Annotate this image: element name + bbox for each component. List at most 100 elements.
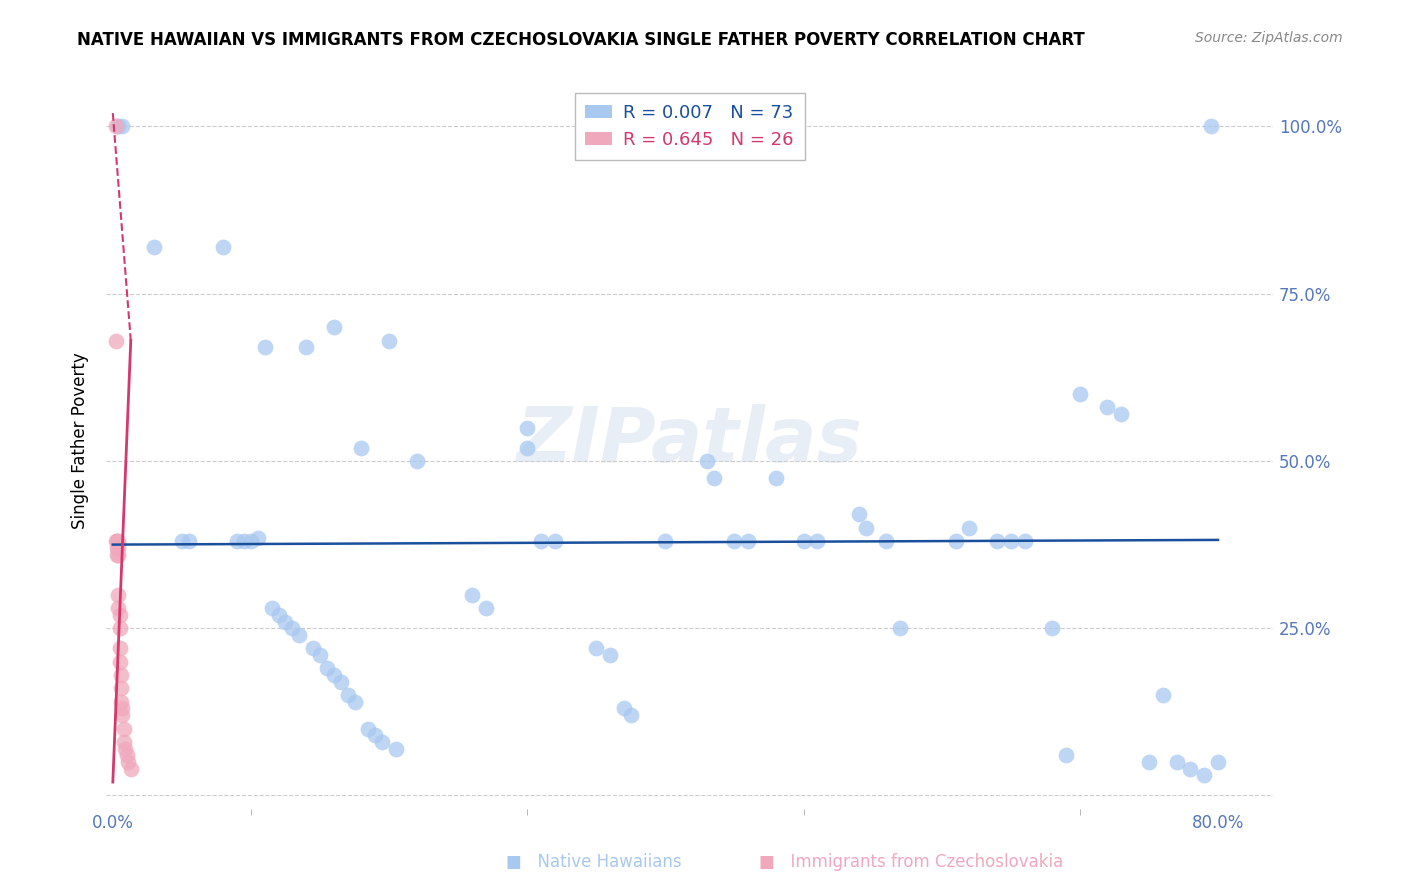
Point [1180, 762, 1202, 776]
Point [170, 534, 193, 549]
Text: ■   Native Hawaiians: ■ Native Hawaiians [506, 853, 682, 871]
Point [986, 534, 1008, 549]
Point [737, 534, 759, 549]
Point [295, 340, 318, 354]
Point [104, 334, 127, 348]
Point [253, 340, 276, 354]
Point [1069, 387, 1091, 401]
Point [212, 240, 235, 254]
Point [1199, 120, 1222, 134]
Point [696, 454, 718, 468]
Point [613, 701, 636, 715]
Point [104, 534, 127, 549]
Point [302, 641, 325, 656]
Point [889, 621, 911, 635]
Point [107, 601, 129, 615]
Point [111, 120, 134, 134]
Point [239, 534, 262, 549]
Point [357, 722, 380, 736]
Point [385, 741, 408, 756]
Point [654, 534, 676, 549]
Point [405, 454, 427, 468]
Point [364, 728, 387, 742]
Point [108, 641, 131, 656]
Point [281, 621, 304, 635]
Point [107, 534, 129, 549]
Point [316, 661, 339, 675]
Point [723, 534, 745, 549]
Point [112, 722, 135, 736]
Point [105, 534, 128, 549]
Point [111, 701, 134, 715]
Point [329, 674, 352, 689]
Point [544, 534, 567, 549]
Point [105, 548, 128, 562]
Point [143, 240, 166, 254]
Point [1054, 748, 1077, 763]
Point [267, 607, 290, 622]
Point [1109, 407, 1132, 421]
Point [233, 534, 256, 549]
Point [1206, 755, 1229, 769]
Point [1000, 534, 1022, 549]
Point [336, 688, 359, 702]
Point [309, 648, 332, 662]
Point [322, 320, 344, 334]
Point [530, 534, 553, 549]
Point [461, 588, 484, 602]
Point [1040, 621, 1063, 635]
Point [108, 655, 131, 669]
Point [1152, 688, 1174, 702]
Point [226, 534, 249, 549]
Point [640, 120, 662, 134]
Point [627, 120, 650, 134]
Point [793, 534, 815, 549]
Point [108, 607, 131, 622]
Point [585, 641, 607, 656]
Point [516, 420, 538, 434]
Point [703, 471, 725, 485]
Point [855, 521, 877, 535]
Point [107, 548, 129, 562]
Point [110, 668, 132, 682]
Text: ZIPatlas: ZIPatlas [516, 404, 862, 478]
Point [1014, 534, 1036, 549]
Text: NATIVE HAWAIIAN VS IMMIGRANTS FROM CZECHOSLOVAKIA SINGLE FATHER POVERTY CORRELAT: NATIVE HAWAIIAN VS IMMIGRANTS FROM CZECH… [77, 31, 1085, 49]
Point [104, 120, 127, 134]
Point [288, 628, 311, 642]
Point [120, 762, 142, 776]
Text: Source: ZipAtlas.com: Source: ZipAtlas.com [1195, 31, 1343, 45]
Point [1097, 401, 1119, 415]
Point [177, 534, 200, 549]
Point [115, 748, 138, 763]
Point [114, 741, 136, 756]
Point [1166, 755, 1188, 769]
Point [945, 534, 967, 549]
Point [1192, 768, 1215, 782]
Point [848, 508, 870, 522]
Legend: R = 0.007   N = 73, R = 0.645   N = 26: R = 0.007 N = 73, R = 0.645 N = 26 [575, 93, 804, 160]
Point [371, 735, 394, 749]
Text: ■   Immigrants from Czechoslovakia: ■ Immigrants from Czechoslovakia [759, 853, 1063, 871]
Point [475, 601, 498, 615]
Point [1137, 755, 1160, 769]
Point [322, 668, 344, 682]
Point [107, 588, 129, 602]
Point [110, 681, 132, 696]
Point [111, 708, 134, 723]
Point [599, 648, 621, 662]
Point [806, 534, 828, 549]
Point [110, 695, 132, 709]
Point [107, 120, 129, 134]
Point [108, 621, 131, 635]
Point [274, 615, 297, 629]
Point [112, 735, 135, 749]
Point [957, 521, 980, 535]
Point [117, 755, 139, 769]
Point [343, 695, 366, 709]
Point [875, 534, 897, 549]
Point [260, 601, 283, 615]
Point [246, 531, 269, 545]
Point [105, 541, 128, 555]
Point [620, 708, 643, 723]
